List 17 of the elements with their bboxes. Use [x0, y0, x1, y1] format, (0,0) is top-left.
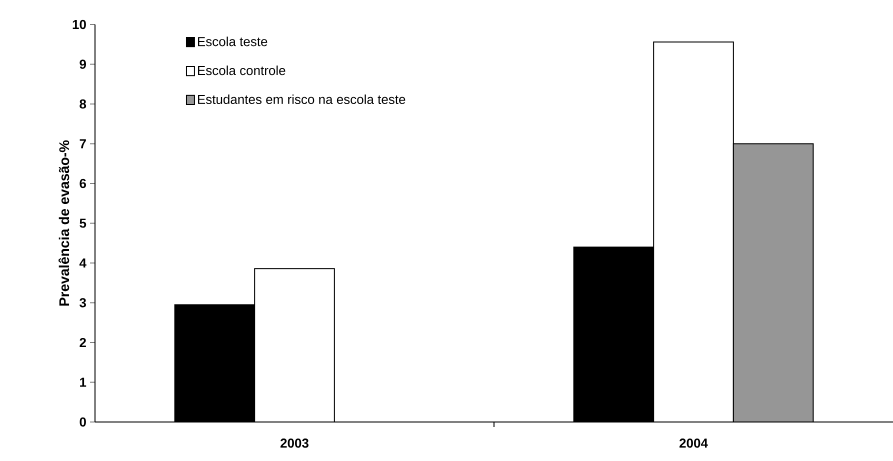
y-tick-label: 5: [80, 218, 86, 228]
y-tick-label: 8: [80, 99, 86, 109]
legend-label: Escola controle: [198, 66, 286, 76]
y-tick-label: 0: [80, 417, 86, 427]
legend-label: Estudantes em risco na escola teste: [198, 94, 406, 104]
y-tick-label: 9: [80, 60, 86, 69]
y-tick-label: 10: [72, 20, 86, 30]
x-tick-label: 2004: [680, 438, 708, 448]
legend-label: Escola teste: [198, 36, 268, 46]
y-axis-title: Prevalência de evasão-%: [58, 140, 70, 306]
y-tick-label: 1: [80, 378, 86, 387]
y-tick-label: 4: [79, 258, 86, 268]
y-tick-label: 3: [80, 298, 86, 308]
y-tick-label: 2: [80, 338, 86, 348]
y-tick-label: 6: [80, 178, 86, 188]
x-tick-label: 2003: [280, 438, 308, 448]
y-tick-label: 7: [80, 139, 86, 148]
